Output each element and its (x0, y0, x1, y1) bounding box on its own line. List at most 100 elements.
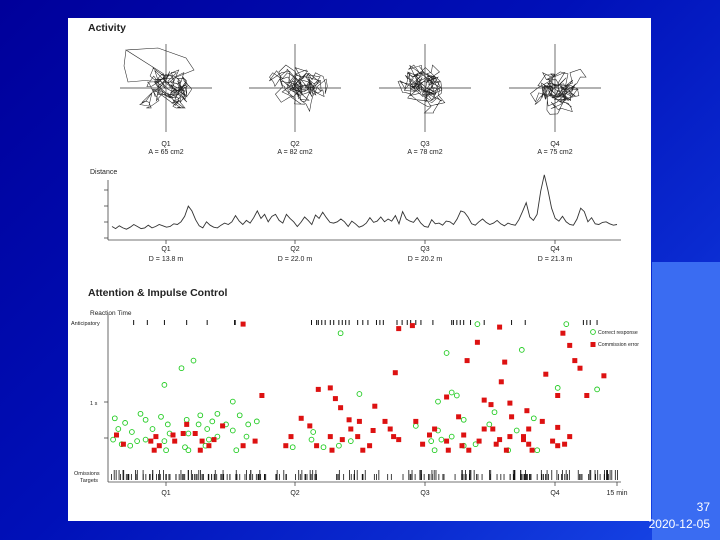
correct-response-point (474, 321, 481, 327)
distance-quarter-label: Q1 (161, 246, 170, 253)
commission-error-point (584, 393, 590, 398)
commission-error-point (327, 385, 333, 391)
correct-response-point (197, 412, 204, 419)
correct-response-point (460, 416, 467, 423)
correct-response-point (142, 416, 149, 423)
legend-correct-label: Correct response (598, 330, 638, 336)
commission-error-point (382, 418, 388, 424)
commission-error-point (332, 396, 338, 402)
correct-response-point (245, 421, 252, 428)
correct-response-point (563, 321, 570, 327)
commission-error-point (356, 418, 362, 424)
activity-quarter-label: Q2 (290, 141, 299, 148)
correct-response-point (233, 447, 240, 454)
commission-error-point (567, 342, 573, 348)
correct-response-point (206, 436, 212, 443)
correct-response-point (518, 347, 525, 353)
activity-area-label: A = 75 cm2 (537, 149, 572, 156)
commission-error-point (307, 423, 313, 429)
correct-response-point (253, 418, 260, 425)
correct-response-point (178, 365, 185, 372)
attention-x-tick-label: Q4 (550, 490, 559, 497)
activity-title: Activity (88, 22, 126, 34)
commission-error-point (555, 443, 561, 449)
correct-response-point (431, 447, 438, 454)
correct-response-point (236, 412, 243, 419)
omissions-label: Omissions (74, 471, 100, 477)
commission-error-point (572, 358, 578, 364)
one-second-label: 1 s (90, 401, 98, 407)
commission-error-point (392, 370, 398, 376)
correct-response-point (195, 421, 202, 428)
correct-response-point (129, 429, 135, 435)
correct-response-point (336, 442, 342, 449)
activity-panel: Q2A = 82 cm2 (249, 44, 341, 156)
figure-svg: Activity Q1 A = 65 cm2 Q2A = 82 cm2 Q3 A = 7… (71, 22, 639, 497)
activity-trace (269, 64, 328, 113)
commission-error-point (220, 423, 226, 429)
commission-error-point (459, 443, 465, 449)
commission-error-point (180, 431, 186, 436)
correct-response-point (412, 423, 419, 429)
commission-error-point (148, 438, 154, 444)
commission-error-point (211, 437, 217, 443)
correct-response-point (214, 433, 221, 440)
commission-error-point (490, 426, 496, 432)
correct-response-point (229, 427, 236, 434)
correct-response-point (472, 441, 479, 448)
distance-value-label: D = 20.2 m (408, 256, 443, 263)
attention-title: Attention & Impulse Control (88, 287, 227, 299)
correct-response-point (448, 433, 455, 440)
commission-error-point (283, 443, 289, 449)
commission-error-point (367, 443, 373, 449)
commission-error-point (172, 438, 178, 444)
distance-value-label: D = 21.3 m (538, 256, 573, 263)
correct-response-point (182, 444, 188, 451)
activity-area-label: A = 78 cm2 (407, 149, 442, 156)
anticipatory-label: Anticipatory (71, 321, 100, 327)
attention-x-tick-label: 15 min (606, 490, 627, 497)
commission-error-point (577, 365, 583, 371)
commission-error-point (197, 447, 203, 453)
correct-response-point (127, 442, 134, 449)
distance-value-label: D = 13.8 m (149, 256, 184, 263)
correct-response-point (534, 447, 541, 454)
correct-response-point (185, 447, 192, 454)
correct-response-point (356, 391, 363, 397)
correct-response-point (158, 413, 164, 420)
correct-response-point (530, 415, 537, 422)
correct-response-point (308, 436, 315, 443)
commission-error-point (315, 386, 321, 392)
commission-error-point (543, 371, 549, 377)
commission-error-point (298, 415, 304, 421)
commission-error-point (156, 443, 162, 449)
commission-error-point (346, 417, 352, 423)
commission-error-point (355, 434, 361, 440)
commission-error-point (151, 447, 157, 453)
commission-error-point (420, 441, 426, 447)
commission-error-point (387, 426, 393, 432)
correct-response-point (347, 438, 354, 444)
attention-x-tick-label: Q3 (420, 490, 429, 497)
commission-error-point (170, 432, 176, 438)
correct-response-point (229, 398, 236, 405)
correct-response-point (110, 436, 116, 443)
commission-error-point (409, 323, 415, 329)
activity-trace (397, 64, 446, 114)
activity-area-label: A = 65 cm2 (148, 149, 183, 156)
correct-response-point (428, 438, 435, 444)
commission-error-point (396, 437, 402, 443)
commission-error-point (476, 438, 482, 444)
commission-error-point (567, 434, 573, 440)
commission-error-point (432, 426, 438, 432)
correct-response-point (185, 430, 192, 437)
correct-response-point (435, 398, 441, 405)
commission-error-point (413, 418, 419, 424)
commission-error-point (259, 393, 265, 398)
commission-error-point (444, 438, 450, 444)
correct-response-point (161, 382, 168, 388)
correct-response-point (513, 427, 520, 434)
correct-response-point (491, 409, 498, 416)
commission-error-point (338, 405, 344, 411)
